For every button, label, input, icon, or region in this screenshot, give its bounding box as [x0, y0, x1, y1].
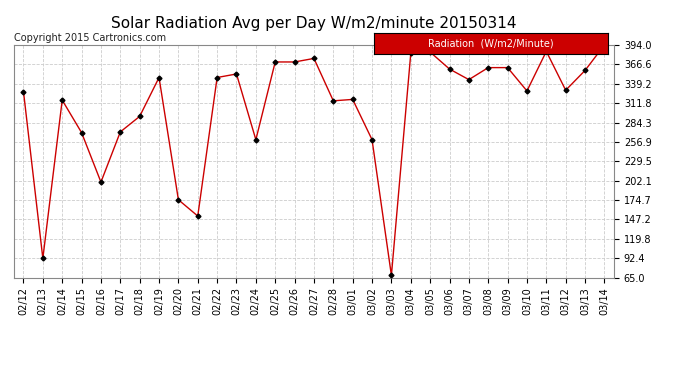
Title: Solar Radiation Avg per Day W/m2/minute 20150314: Solar Radiation Avg per Day W/m2/minute …: [111, 16, 517, 31]
Text: Copyright 2015 Cartronics.com: Copyright 2015 Cartronics.com: [14, 33, 166, 43]
